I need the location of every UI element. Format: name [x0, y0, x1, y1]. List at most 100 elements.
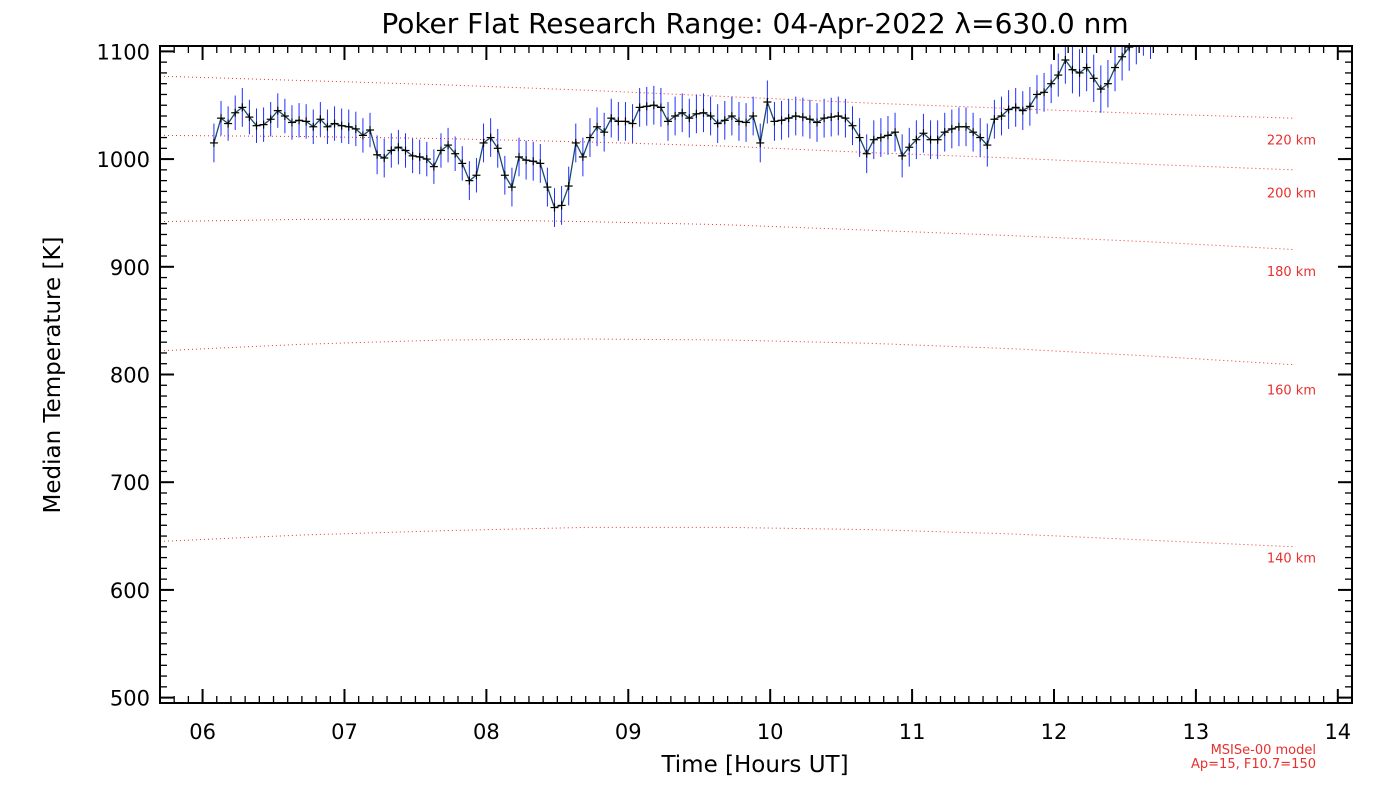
- plot-frame: [159, 45, 1353, 704]
- data-point: [820, 114, 829, 123]
- data-point: [656, 103, 665, 112]
- data-point: [876, 133, 885, 142]
- data-point: [969, 128, 978, 137]
- data-point: [394, 143, 403, 152]
- data-point: [1032, 90, 1041, 99]
- model-line-1: [159, 338, 1296, 366]
- x-tick-label: 13: [1183, 720, 1210, 744]
- x-tick-label: 07: [331, 720, 358, 744]
- data-point: [905, 143, 914, 152]
- data-point: [522, 156, 531, 165]
- data-point: [649, 101, 658, 110]
- data-point: [557, 201, 566, 210]
- data-point: [479, 138, 488, 147]
- data-point: [231, 108, 240, 117]
- data-point: [451, 149, 460, 158]
- data-point: [401, 146, 410, 155]
- data-point: [465, 176, 474, 185]
- data-point: [507, 183, 516, 192]
- data-point: [351, 124, 360, 133]
- data-point: [891, 128, 900, 137]
- data-point: [1054, 71, 1063, 80]
- data-point: [954, 122, 963, 131]
- data-point: [515, 152, 524, 161]
- model-line-label-4: 220 km: [1267, 134, 1316, 149]
- data-point: [926, 135, 935, 144]
- model-line-3: [159, 134, 1296, 171]
- data-point: [692, 109, 701, 118]
- data-point: [841, 114, 850, 123]
- data-point: [302, 117, 311, 126]
- x-tick-label: 14: [1324, 720, 1351, 744]
- data-point: [330, 119, 339, 128]
- data-point: [720, 116, 729, 125]
- x-tick-label: 09: [615, 720, 642, 744]
- y-tick-label: 1000: [97, 148, 150, 172]
- data-point: [536, 159, 545, 168]
- data-point: [295, 116, 304, 125]
- data-point: [543, 183, 552, 192]
- data-point: [380, 154, 389, 163]
- data-point: [366, 126, 375, 135]
- data-point: [422, 155, 431, 164]
- data-point: [947, 124, 956, 133]
- data-point: [756, 138, 765, 147]
- data-point: [990, 115, 999, 124]
- data-point: [1018, 106, 1027, 115]
- data-point: [444, 141, 453, 150]
- data-point: [429, 162, 438, 171]
- data-point: [1103, 79, 1112, 88]
- data-point: [217, 114, 226, 123]
- data-point: [564, 182, 573, 191]
- data-point: [245, 113, 254, 122]
- x-axis-label: Time [Hours UT]: [660, 752, 848, 778]
- data-point: [713, 119, 722, 128]
- data-point: [493, 144, 502, 153]
- chart-title: Poker Flat Research Range: 04-Apr-2022 λ…: [381, 7, 1128, 40]
- data-point: [571, 138, 580, 147]
- data-point: [848, 121, 857, 130]
- data-point: [224, 119, 233, 128]
- y-tick-label: 600: [110, 579, 150, 603]
- data-point: [869, 135, 878, 144]
- model-lines-group: [159, 75, 1296, 548]
- data-point: [813, 118, 822, 127]
- data-point: [252, 121, 261, 130]
- data-point: [777, 116, 786, 125]
- data-point: [287, 118, 296, 127]
- x-tick-label: 11: [899, 720, 926, 744]
- model-line-label-3: 200 km: [1267, 186, 1316, 201]
- model-line-label-2: 180 km: [1267, 265, 1316, 280]
- x-tick-label: 10: [757, 720, 784, 744]
- data-point: [273, 106, 282, 115]
- data-point: [1096, 85, 1105, 94]
- data-point: [1111, 63, 1120, 72]
- y-tick-label: 900: [110, 256, 150, 280]
- y-tick-label: 700: [110, 471, 150, 495]
- data-point: [316, 115, 325, 124]
- data-point: [373, 150, 382, 159]
- data-point: [883, 131, 892, 140]
- y-tick-label: 1100: [97, 40, 150, 64]
- model-name-note: MSISe-00 model: [1211, 743, 1316, 758]
- data-point: [742, 118, 751, 127]
- data-point: [997, 112, 1006, 121]
- data-point: [678, 108, 687, 117]
- data-point: [912, 135, 921, 144]
- data-point: [1125, 43, 1134, 52]
- data-point: [500, 171, 509, 180]
- error-bars-group: [213, 46, 1151, 227]
- data-point: [770, 117, 779, 126]
- data-point: [387, 146, 396, 155]
- data-point: [436, 146, 445, 155]
- data-point: [805, 115, 814, 124]
- data-point: [621, 117, 630, 126]
- data-point: [209, 138, 218, 147]
- data-point: [238, 103, 247, 112]
- data-point: [585, 133, 594, 142]
- data-point: [337, 121, 346, 130]
- data-point: [784, 114, 793, 123]
- data-point: [408, 151, 417, 160]
- data-point: [486, 133, 495, 142]
